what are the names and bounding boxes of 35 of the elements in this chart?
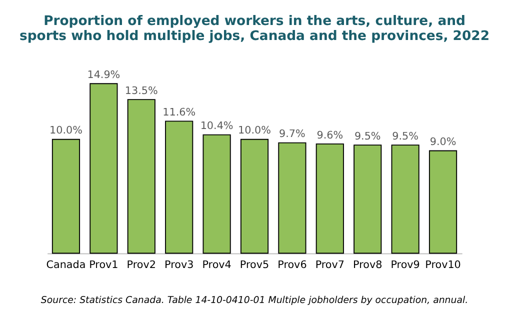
x-tick-label: Prov5 <box>240 258 270 271</box>
data-label: 14.9% <box>87 68 120 81</box>
data-label: 9.7% <box>279 128 306 140</box>
data-label: 10.0% <box>50 124 83 137</box>
bar <box>52 138 80 254</box>
data-label: 11.6% <box>162 106 196 119</box>
bar <box>127 99 156 254</box>
x-tick-label: Prov8 <box>353 258 382 271</box>
x-tick-label: Prov2 <box>126 258 156 271</box>
data-label: 13.5% <box>124 84 158 97</box>
data-label: 10.4% <box>200 120 234 132</box>
data-label: 9.6% <box>316 129 344 142</box>
data-label: 9.5% <box>354 130 381 142</box>
bar <box>90 83 118 254</box>
bar <box>428 150 458 254</box>
x-tick-label: Prov7 <box>315 258 344 271</box>
bar <box>354 144 382 254</box>
x-tick-label: Prov1 <box>89 258 118 271</box>
data-label: 9.0% <box>430 136 456 148</box>
bar <box>240 138 269 254</box>
source-note: Source: Statistics Canada. Table 14-10-0410-01 Multiple jobholders by occupation, annual. <box>40 295 468 306</box>
x-tick-label: Prov3 <box>164 258 194 271</box>
x-tick-label: Canada <box>46 258 86 271</box>
data-label: 10.0% <box>238 124 272 137</box>
x-tick-label: Prov10 <box>425 258 461 271</box>
x-tick-label: Prov6 <box>278 258 307 271</box>
bar <box>391 144 420 254</box>
bar <box>202 134 231 254</box>
bar <box>316 143 344 254</box>
bar <box>165 120 194 254</box>
bar <box>278 142 306 254</box>
chart-title: Proportion of employed workers in the arts, culture, and sports who hold multiple jobs, Canada and the provinces, 2022 <box>19 14 490 44</box>
x-tick-label: Prov9 <box>390 258 420 271</box>
x-tick-label: Prov4 <box>202 258 232 271</box>
data-label: 9.5% <box>392 130 419 142</box>
